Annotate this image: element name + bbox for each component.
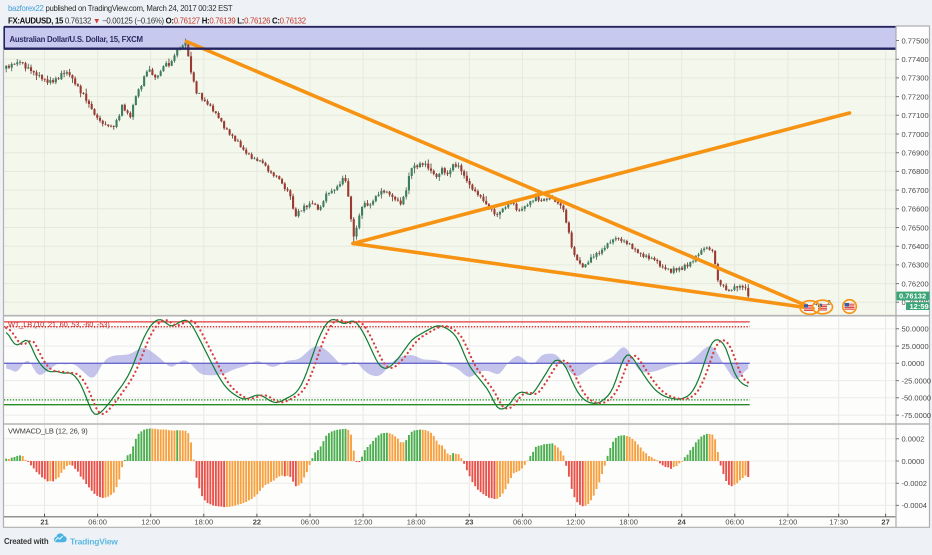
svg-text:0.77400: 0.77400 <box>902 55 929 64</box>
svg-text:0.76300: 0.76300 <box>902 261 929 270</box>
svg-text:0.76132: 0.76132 <box>899 292 926 301</box>
svg-text:0.77100: 0.77100 <box>902 111 929 120</box>
svg-text:Australian Dollar/U.S. Dollar,: Australian Dollar/U.S. Dollar, 15, FXCM <box>10 35 143 44</box>
svg-text:0.0002: 0.0002 <box>902 435 925 444</box>
svg-text:0.0000: 0.0000 <box>902 359 925 368</box>
svg-text:WT_LB (10, 21, 60, 53, -60, -5: WT_LB (10, 21, 60, 53, -60, -53) <box>8 320 110 329</box>
svg-text:0.77200: 0.77200 <box>902 92 929 101</box>
svg-text:VWMACD_LB (12, 26, 9): VWMACD_LB (12, 26, 9) <box>8 427 88 436</box>
svg-text:25.0000: 25.0000 <box>902 342 929 351</box>
svg-text:06:00: 06:00 <box>513 517 532 526</box>
svg-text:0.76400: 0.76400 <box>902 242 929 251</box>
svg-text:0.77000: 0.77000 <box>902 130 929 139</box>
svg-text:12:00: 12:00 <box>141 517 160 526</box>
svg-text:06:00: 06:00 <box>725 517 744 526</box>
svg-text:12:00: 12:00 <box>354 517 373 526</box>
svg-text:22: 22 <box>253 517 261 526</box>
svg-text:18:00: 18:00 <box>194 517 213 526</box>
svg-text:18:00: 18:00 <box>619 517 638 526</box>
svg-text:FX:AUDUSD, 15 0.76132 ▼ −0.001: FX:AUDUSD, 15 0.76132 ▼ −0.00125 (−0.16%… <box>8 17 306 26</box>
svg-text:bazforex22 published on Tradin: bazforex22 published on TradingView.com,… <box>8 4 233 13</box>
svg-text:18:00: 18:00 <box>407 517 426 526</box>
svg-text:-0.0004: -0.0004 <box>902 501 927 510</box>
svg-text:21: 21 <box>40 517 48 526</box>
svg-text:17:30: 17:30 <box>829 517 848 526</box>
svg-text:23: 23 <box>465 517 473 526</box>
svg-text:-50.0000: -50.0000 <box>902 394 932 403</box>
svg-text:-75.0000: -75.0000 <box>902 411 932 420</box>
svg-text:50.0000: 50.0000 <box>902 325 929 334</box>
svg-text:-0.0002: -0.0002 <box>902 479 927 488</box>
svg-text:0.76900: 0.76900 <box>902 149 929 158</box>
svg-text:06:00: 06:00 <box>301 517 320 526</box>
svg-text:Created with: Created with <box>4 537 49 546</box>
svg-text:TradingView: TradingView <box>70 536 118 546</box>
svg-text:4: 4 <box>814 301 818 308</box>
svg-text:12:00: 12:00 <box>779 517 798 526</box>
svg-text:27: 27 <box>881 517 889 526</box>
svg-text:0.76500: 0.76500 <box>902 223 929 232</box>
svg-text:0.77300: 0.77300 <box>902 74 929 83</box>
svg-text:-25.0000: -25.0000 <box>902 376 932 385</box>
svg-text:0.77500: 0.77500 <box>902 36 929 45</box>
svg-text:12:00: 12:00 <box>566 517 585 526</box>
svg-text:24: 24 <box>678 517 687 526</box>
svg-text:2: 2 <box>827 300 831 307</box>
svg-text:0.76200: 0.76200 <box>902 279 929 288</box>
svg-text:06:00: 06:00 <box>88 517 107 526</box>
svg-text:0.76700: 0.76700 <box>902 186 929 195</box>
svg-text:0.76800: 0.76800 <box>902 167 929 176</box>
svg-text:12:59: 12:59 <box>910 302 929 311</box>
svg-text:0.0000: 0.0000 <box>902 457 925 466</box>
svg-text:0.76600: 0.76600 <box>902 205 929 214</box>
